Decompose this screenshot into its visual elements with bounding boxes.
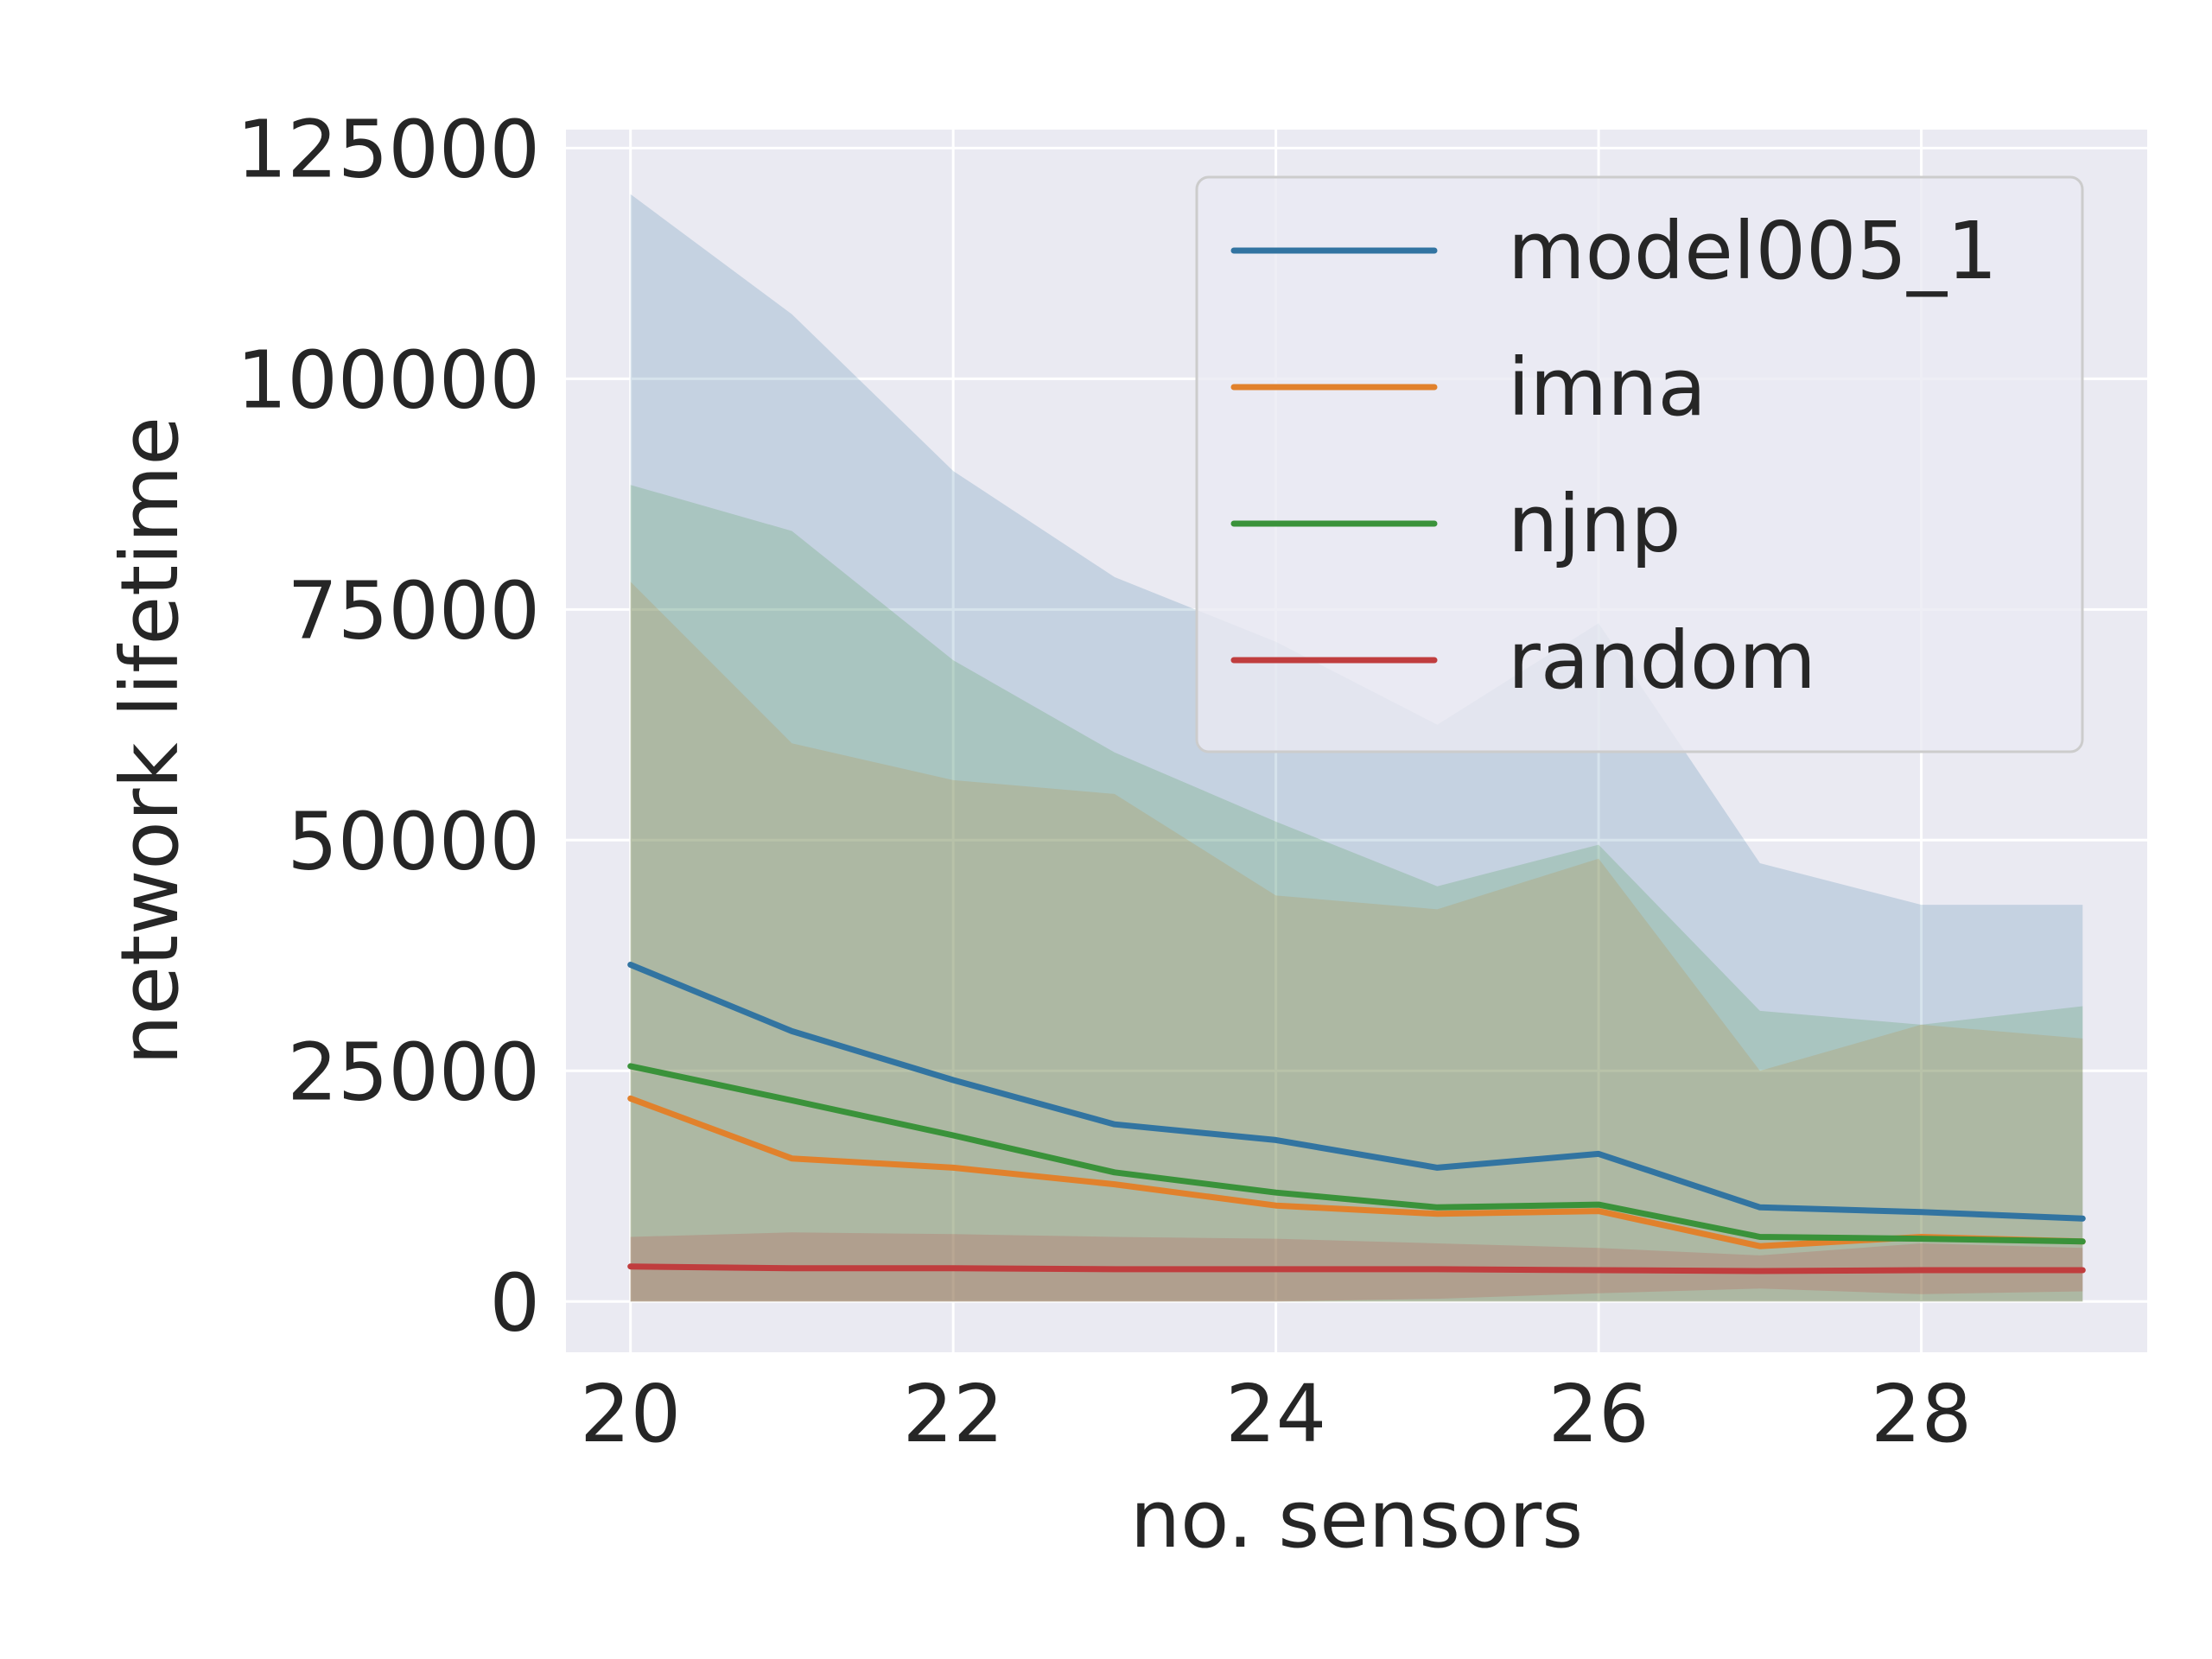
x-tick-labels: 20 22 24 26 28: [580, 1368, 1972, 1460]
legend-label-imna: imna: [1508, 341, 1707, 434]
legend-box: [1195, 175, 2084, 753]
x-tick-label: 26: [1548, 1368, 1649, 1460]
x-tick-label: 28: [1871, 1368, 1972, 1460]
x-tick-label: 24: [1225, 1368, 1326, 1460]
y-tick-label: 0: [489, 1256, 540, 1349]
x-tick-label: 22: [903, 1368, 1004, 1460]
y-axis-label: network lifetime: [104, 416, 196, 1065]
x-tick-label: 20: [580, 1368, 681, 1460]
confidence-band-njnp: [630, 485, 2083, 1302]
y-tick-label: 50000: [287, 795, 540, 887]
series-line-model005_1: [627, 962, 2086, 1222]
x-axis-label: no. sensors: [1130, 1473, 1583, 1566]
y-tick-label: 100000: [237, 334, 540, 426]
series-line-imna: [627, 1095, 2086, 1249]
confidence-band-imna: [630, 582, 2083, 1302]
y-tick-label: 125000: [237, 103, 540, 195]
y-tick-label: 25000: [287, 1026, 540, 1118]
series-line-njnp: [627, 1063, 2086, 1245]
legend-label-model005_1: model005_1: [1508, 205, 1998, 297]
series-line-random: [627, 1263, 2086, 1274]
y-tick-label: 75000: [287, 564, 540, 657]
legend-label-njnp: njnp: [1508, 478, 1681, 570]
y-tick-labels: 0 25000 50000 75000 100000 125000: [237, 103, 540, 1349]
series-lines: [627, 962, 2086, 1274]
legend-label-random: random: [1508, 614, 1816, 707]
